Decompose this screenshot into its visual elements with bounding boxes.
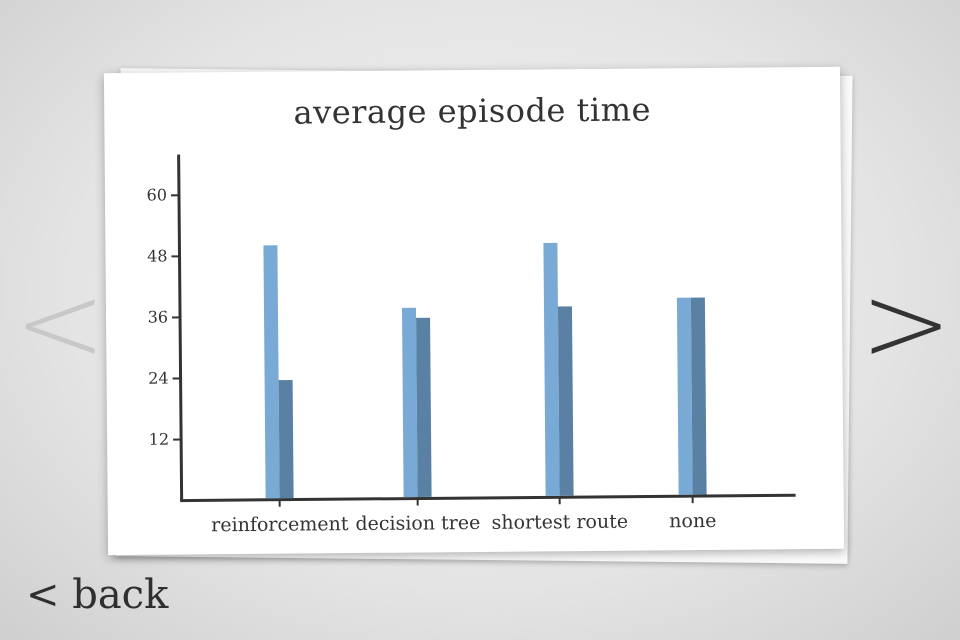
y-tick-label: 24 (148, 369, 169, 388)
y-tick-label: 48 (147, 246, 168, 265)
next-slide-arrow-icon[interactable]: > (860, 259, 953, 387)
bar-1 (543, 242, 560, 496)
chart-card: average episode time 12 24 36 48 60 reinforce… (103, 66, 845, 556)
x-category-label: shortest route (492, 511, 629, 534)
x-category-label: none (669, 510, 716, 532)
bar-2 (416, 317, 432, 497)
bar-1 (676, 297, 693, 495)
y-tick-label: 12 (149, 430, 170, 449)
y-tick-label: 60 (147, 185, 168, 204)
bar-chart: 12 24 36 48 60 reinforcement decision tree shor… (147, 154, 796, 536)
x-category-label: decision tree (355, 512, 480, 535)
bar-2 (690, 297, 707, 495)
bar-1 (401, 307, 418, 498)
y-tick-label: 36 (148, 307, 169, 326)
bar-2 (278, 380, 294, 499)
y-axis-line (177, 154, 184, 501)
back-button[interactable]: < back (26, 572, 169, 618)
bar-2 (557, 306, 574, 496)
previous-slide-arrow-icon[interactable]: < (14, 259, 107, 387)
x-category-label: reinforcement (211, 513, 349, 536)
bar-1 (263, 245, 280, 499)
